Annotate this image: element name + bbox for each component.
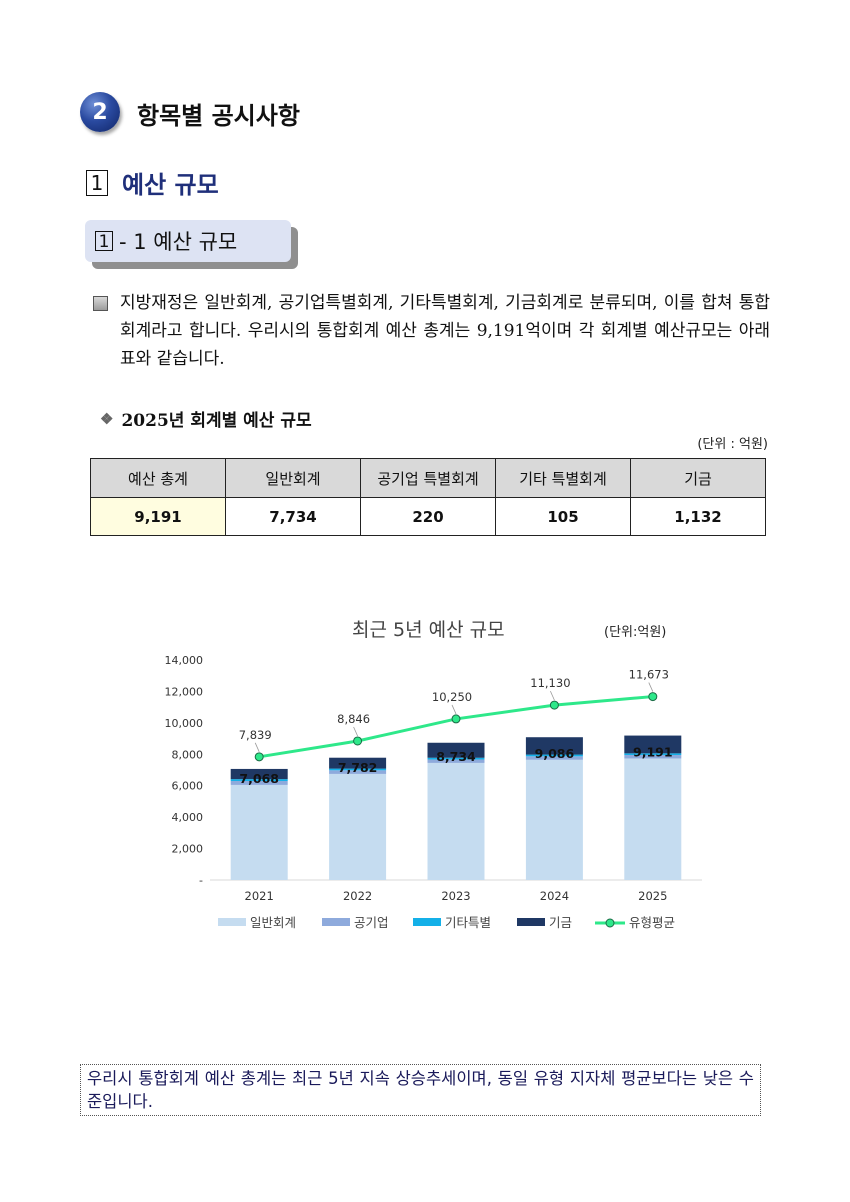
- bar-segment: [624, 755, 682, 759]
- x-tick-label: 2025: [638, 889, 667, 903]
- line-point-label: 11,673: [629, 668, 669, 682]
- table-title-text: 2025년 회계별 예산 규모: [121, 411, 312, 431]
- bar-segment: [624, 735, 682, 754]
- section-title: 항목별 공시사항: [137, 102, 300, 130]
- bar-total-label: 7,068: [239, 771, 279, 786]
- line-point-label: 11,130: [530, 676, 570, 690]
- table-header-cell: 기타 특별회계: [495, 458, 631, 498]
- y-tick-label: 12,000: [165, 685, 204, 698]
- summary-note: 우리시 통합회계 예산 총계는 최근 5년 지속 상승추세이며, 동일 유형 지…: [80, 1064, 761, 1116]
- table-cell: 1,132: [630, 497, 766, 536]
- bar-segment: [525, 754, 583, 757]
- subsection-heading: 1 예산 규모: [86, 165, 219, 200]
- y-tick-label: 8,000: [172, 748, 204, 761]
- x-tick-label: 2023: [441, 889, 470, 903]
- line-label-leader: [451, 704, 457, 715]
- line-point: [254, 752, 264, 762]
- bar-segment: [230, 768, 288, 780]
- bar-segment: [624, 753, 682, 756]
- y-tick-label: 10,000: [165, 717, 204, 730]
- line-point: [549, 700, 559, 710]
- section-number-badge: 2: [80, 92, 120, 132]
- legend-swatch: [517, 918, 545, 926]
- legend-label: 공기업: [354, 915, 389, 930]
- legend-swatch: [413, 918, 441, 926]
- bar-segment: [427, 759, 485, 763]
- table-title: ❖ 2025년 회계별 예산 규모: [100, 406, 312, 432]
- budget-table: 예산 총계 일반회계 공기업 특별회계 기타 특별회계 기금 9,191 7,7…: [90, 458, 766, 536]
- table-header-cell: 기금: [630, 458, 766, 498]
- bar-segment: [427, 742, 485, 758]
- subsub-title: - 1 예산 규모: [119, 230, 238, 254]
- diamond-bullet-icon: ❖: [100, 409, 114, 428]
- subsection-title: 예산 규모: [122, 171, 219, 199]
- y-tick-label: 4,000: [172, 811, 204, 824]
- bar-total-label: 7,782: [338, 760, 378, 775]
- line-label-leader: [353, 726, 358, 737]
- line-point: [648, 692, 658, 702]
- subsub-heading: 1 - 1 예산 규모: [85, 220, 291, 262]
- line-label-leader: [254, 742, 260, 752]
- legend-label: 기금: [549, 915, 572, 930]
- y-tick-label: -: [199, 874, 203, 887]
- x-tick-label: 2021: [245, 889, 274, 903]
- bar-segment: [329, 757, 387, 769]
- legend-swatch: [322, 918, 350, 926]
- intro-paragraph: 지방재정은 일반회계, 공기업특별회계, 기타특별회계, 기금회계로 분류되며,…: [120, 293, 770, 369]
- table-header-cell: 공기업 특별회계: [360, 458, 496, 498]
- table-header-cell: 일반회계: [225, 458, 361, 498]
- subsection-number: 1: [86, 169, 108, 196]
- bar-segment: [427, 757, 485, 760]
- bar-segment: [427, 762, 485, 880]
- x-tick-label: 2022: [343, 889, 372, 903]
- line-label-leader: [550, 690, 555, 701]
- bar-segment: [329, 773, 387, 880]
- subsub-number: 1: [95, 231, 113, 252]
- line-label-leader: [648, 682, 654, 692]
- legend-label: 일반회계: [250, 915, 296, 930]
- bar-segment: [525, 759, 583, 880]
- bar-total-label: 9,086: [535, 746, 575, 761]
- bar-total-label: 8,734: [436, 749, 476, 764]
- chart-title: 최근 5년 예산 규모: [352, 619, 505, 641]
- line-point-label: 8,846: [337, 712, 370, 726]
- line-point-label: 10,250: [432, 690, 472, 704]
- bar-total-label: 9,191: [633, 744, 673, 759]
- table-unit: (단위 : 억원): [697, 437, 768, 452]
- table-header-cell: 예산 총계: [90, 458, 226, 498]
- bar-segment: [230, 781, 288, 785]
- bar-segment: [230, 779, 288, 781]
- bar-segment: [230, 784, 288, 880]
- table-cell: 9,191: [90, 497, 226, 536]
- legend-swatch: [218, 918, 246, 926]
- y-tick-label: 6,000: [172, 780, 204, 793]
- bar-segment: [329, 770, 387, 774]
- bar-segment: [329, 768, 387, 771]
- table-header-row: 예산 총계 일반회계 공기업 특별회계 기타 특별회계 기금: [90, 458, 766, 498]
- x-tick-label: 2024: [540, 889, 569, 903]
- y-tick-label: 14,000: [165, 654, 204, 667]
- bar-segment: [525, 737, 583, 755]
- line-point: [451, 714, 461, 724]
- square-bullet-icon: [93, 296, 108, 311]
- bar-segment: [525, 756, 583, 760]
- table-cell: 105: [495, 497, 631, 536]
- chart-unit: (단위:억원): [604, 625, 667, 640]
- budget-chart: - 2,000 4,000 6,000 8,000 10,000 12,000 14,000 7…: [165, 654, 702, 930]
- bar-segment: [624, 758, 682, 880]
- table-cell: 7,734: [225, 497, 361, 536]
- legend-label: 기타특별: [445, 915, 491, 930]
- legend-label: 유형평균: [629, 915, 675, 930]
- line-point-label: 7,839: [239, 728, 272, 742]
- line-point: [353, 736, 363, 746]
- legend-line-marker: [605, 918, 615, 928]
- table-row: 9,191 7,734 220 105 1,132: [90, 497, 766, 536]
- y-tick-label: 2,000: [172, 843, 204, 856]
- table-cell: 220: [360, 497, 496, 536]
